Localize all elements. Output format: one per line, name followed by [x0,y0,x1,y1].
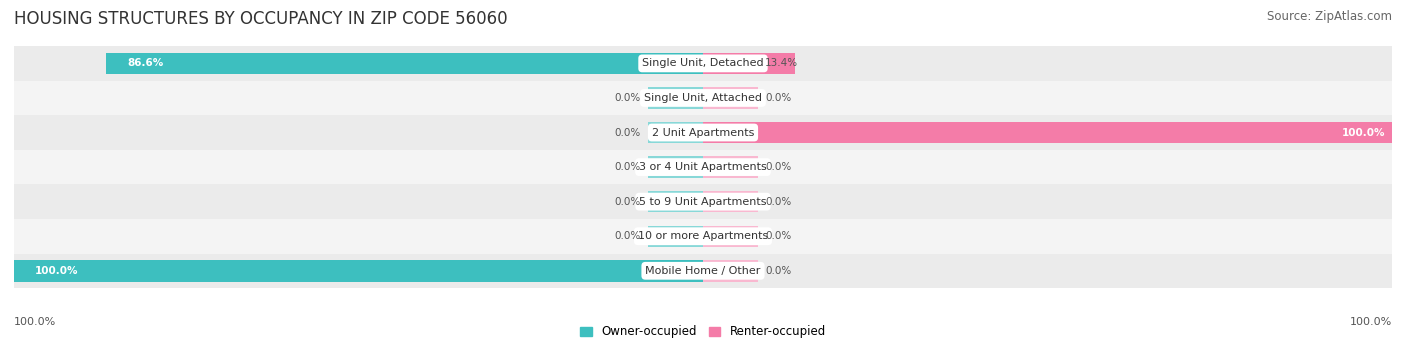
Bar [648,191,703,212]
Bar [703,225,758,247]
Bar [703,53,796,74]
Text: HOUSING STRUCTURES BY OCCUPANCY IN ZIP CODE 56060: HOUSING STRUCTURES BY OCCUPANCY IN ZIP C… [14,10,508,28]
Bar [14,115,1392,150]
Bar [107,53,703,74]
Text: 86.6%: 86.6% [127,58,163,69]
Text: 13.4%: 13.4% [765,58,799,69]
Text: Single Unit, Attached: Single Unit, Attached [644,93,762,103]
Bar [14,260,703,282]
Legend: Owner-occupied, Renter-occupied: Owner-occupied, Renter-occupied [575,321,831,341]
Bar [703,260,758,282]
Text: 0.0%: 0.0% [765,231,792,241]
Text: Mobile Home / Other: Mobile Home / Other [645,266,761,276]
Text: 0.0%: 0.0% [765,93,792,103]
Bar [14,253,1392,288]
Text: 100.0%: 100.0% [14,317,56,327]
Bar [14,150,1392,184]
Text: 0.0%: 0.0% [614,162,641,172]
Text: 0.0%: 0.0% [765,197,792,207]
Text: 0.0%: 0.0% [614,197,641,207]
Text: 5 to 9 Unit Apartments: 5 to 9 Unit Apartments [640,197,766,207]
Bar [703,122,1392,143]
Text: Source: ZipAtlas.com: Source: ZipAtlas.com [1267,10,1392,23]
Bar [648,122,703,143]
Text: 100.0%: 100.0% [1341,128,1385,137]
Text: 0.0%: 0.0% [614,128,641,137]
Bar [14,219,1392,253]
Text: 2 Unit Apartments: 2 Unit Apartments [652,128,754,137]
Text: 0.0%: 0.0% [614,231,641,241]
Bar [648,225,703,247]
Text: 0.0%: 0.0% [765,162,792,172]
Bar [14,46,1392,81]
Bar [14,184,1392,219]
Bar [703,157,758,178]
Text: 100.0%: 100.0% [1350,317,1392,327]
Text: 10 or more Apartments: 10 or more Apartments [638,231,768,241]
Text: 3 or 4 Unit Apartments: 3 or 4 Unit Apartments [640,162,766,172]
Text: Single Unit, Detached: Single Unit, Detached [643,58,763,69]
Bar [14,81,1392,115]
Text: 0.0%: 0.0% [614,93,641,103]
Text: 0.0%: 0.0% [765,266,792,276]
Bar [648,157,703,178]
Bar [648,87,703,109]
Bar [703,87,758,109]
Bar [703,191,758,212]
Text: 100.0%: 100.0% [35,266,79,276]
